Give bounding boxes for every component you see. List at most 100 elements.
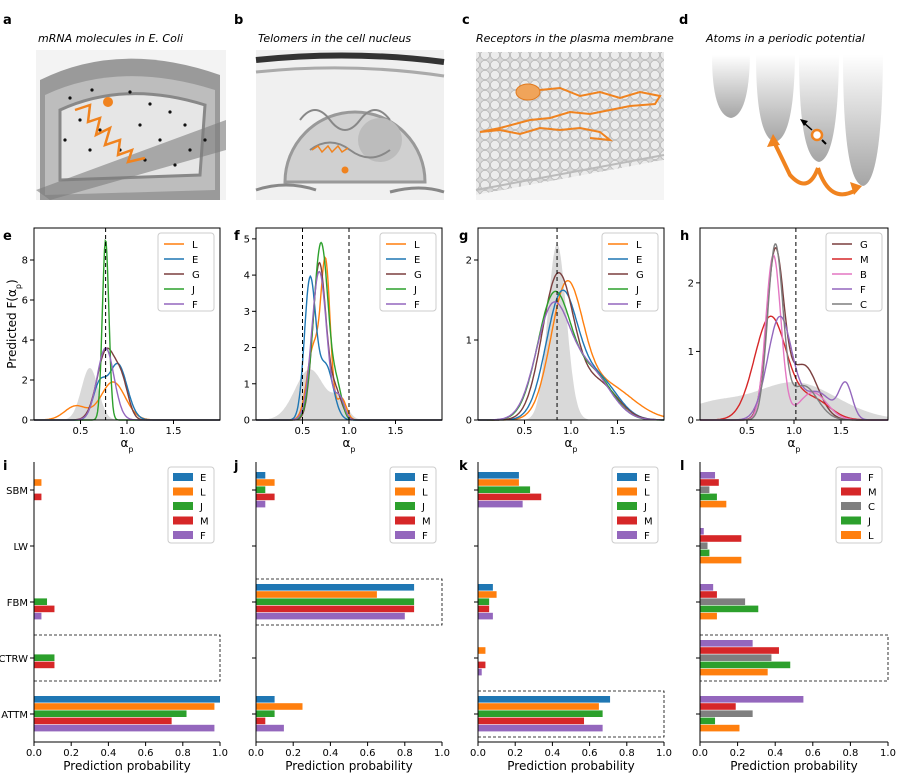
legend-label-G: G <box>636 270 644 281</box>
legend-label-E: E <box>422 473 428 484</box>
panel-d-title: Atoms in a periodic potential <box>705 32 865 45</box>
bar-chart-i: i SBM LW FBM CTRW ATTM 0.0 0.2 0.4 0.6 0.8 1.0 Predi… <box>0 459 228 773</box>
panel-c-label: c <box>462 13 470 28</box>
bar-SBM-L <box>478 479 519 486</box>
x-tick-label: 0.8 <box>397 748 413 759</box>
bar-FBM-M <box>700 591 717 598</box>
panel-b-title: Telomers in the cell nucleus <box>258 32 411 45</box>
series-line-G <box>478 271 664 421</box>
bar-SBM-F <box>700 472 716 479</box>
panel-d-label: d <box>679 13 688 28</box>
category-label: ATTM <box>1 710 28 721</box>
legend-label-L: L <box>414 240 420 251</box>
bar-ATTM-J <box>478 710 603 717</box>
panel-a-label: a <box>3 13 12 28</box>
legend-swatch-J <box>617 502 637 510</box>
legend-label-L: L <box>644 488 650 499</box>
bar-FBM-J <box>34 598 48 605</box>
y-tick-label: 1 <box>688 347 694 358</box>
bar-FBM-C <box>700 598 746 605</box>
bar-ATTM-F <box>478 724 603 732</box>
x-tick-label: 1.0 <box>434 748 450 759</box>
legend-label-M: M <box>422 517 431 528</box>
bar-CTRW-M <box>478 661 486 669</box>
x-tick-label: 1.0 <box>880 748 896 759</box>
legend-label-F: F <box>422 531 428 542</box>
x-axis-label: αp <box>565 436 578 454</box>
legend-label-M: M <box>860 255 869 266</box>
bar-ATTM-M <box>478 717 585 725</box>
legend-swatch-F <box>173 531 193 539</box>
x-tick-label: 1.5 <box>610 426 626 437</box>
bar-ATTM-J <box>34 710 187 717</box>
legend-swatch-E <box>395 473 415 481</box>
y-tick-label: 5 <box>244 234 250 245</box>
legend-label-L: L <box>868 531 874 542</box>
y-tick-label: 0 <box>22 416 28 427</box>
legend-label-J: J <box>635 285 639 296</box>
legend-swatch-J <box>841 516 861 525</box>
panel-label: i <box>3 459 7 474</box>
panel-a: a mRNA molecules in E. Coli <box>3 13 226 200</box>
x-axis-label: αp <box>343 436 356 454</box>
x-tick-label: 0.5 <box>517 426 533 437</box>
x-tick-label: 0.0 <box>26 748 42 759</box>
x-axis-label: αp <box>121 436 134 454</box>
x-axis-label: αp <box>788 436 801 454</box>
legend-swatch-L <box>841 531 861 539</box>
legend-box <box>379 232 437 312</box>
legend-swatch-M <box>617 516 637 525</box>
x-tick-label: 1.0 <box>119 426 135 437</box>
panel-label: f <box>234 229 240 244</box>
legend-label-J: J <box>643 502 647 513</box>
bar-ATTM-F <box>256 724 284 732</box>
bar-LW-J <box>700 549 710 557</box>
panel-label: g <box>459 229 468 244</box>
bar-FBM-E <box>478 584 493 591</box>
bar-FBM-F <box>256 612 405 620</box>
bar-FBM-J <box>478 598 490 605</box>
ground-truth-area <box>34 368 220 420</box>
x-tick-label: 0.6 <box>582 748 598 759</box>
legend-swatch-L <box>617 487 637 496</box>
x-tick-label: 0.8 <box>619 748 635 759</box>
bar-ATTM-J <box>256 710 275 717</box>
bar-chart-l: l 0.0 0.2 0.4 0.6 0.8 1.0 Prediction probabilit… <box>680 459 896 773</box>
x-tick-label: 0.6 <box>360 748 376 759</box>
x-tick-label: 0.5 <box>73 426 89 437</box>
legend-swatch-L <box>395 487 415 496</box>
legend-label-E: E <box>636 255 642 266</box>
category-label: CTRW <box>0 654 28 665</box>
y-tick-label: 1 <box>466 336 472 347</box>
ground-truth-area <box>700 382 888 420</box>
x-tick-label: 0.8 <box>175 748 191 759</box>
y-tick-label: 0 <box>688 416 694 427</box>
bar-FBM-L <box>478 591 497 598</box>
y-tick-label: 4 <box>244 271 250 282</box>
bar-LW-F <box>700 528 704 535</box>
legend-label-L: L <box>636 240 642 251</box>
y-tick-label: 2 <box>22 376 28 387</box>
legend-label-J: J <box>191 285 195 296</box>
bar-SBM-F <box>478 500 523 508</box>
legend-label-J: J <box>199 502 203 513</box>
panel-d: d Atoms in a periodic potential <box>679 13 883 197</box>
y-tick-label: 4 <box>22 336 28 347</box>
bar-SBM-J <box>256 486 266 493</box>
bar-SBM-C <box>700 486 710 493</box>
bar-CTRW-L <box>478 647 486 654</box>
bar-FBM-J <box>256 598 415 605</box>
x-tick-label: 0.4 <box>767 748 783 759</box>
bar-CTRW-L <box>700 668 768 676</box>
bar-SBM-F <box>256 500 266 508</box>
x-tick-label: 0.0 <box>692 748 708 759</box>
bar-ATTM-L <box>700 724 740 732</box>
y-axis-label: Predicted F(αp) <box>5 279 23 368</box>
bar-FBM-M <box>478 605 490 613</box>
legend-swatch-J <box>173 502 193 510</box>
y-tick-label: 2 <box>466 256 472 267</box>
